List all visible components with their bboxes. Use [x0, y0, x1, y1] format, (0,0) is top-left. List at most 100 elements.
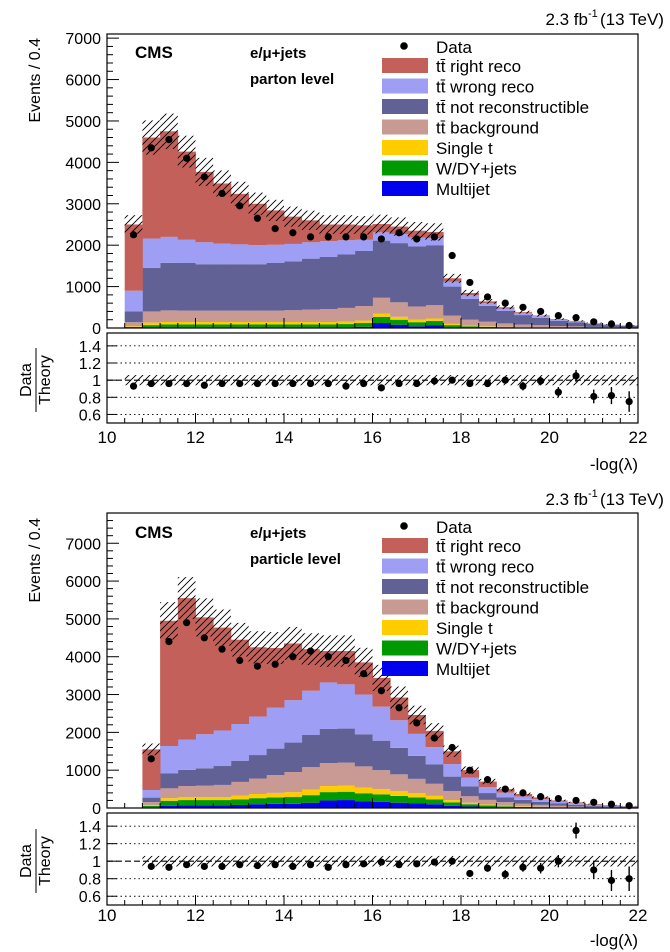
bar-single-t — [478, 326, 497, 327]
bar-w-dy-jets — [177, 324, 196, 328]
bar-w-dy-jets — [230, 324, 249, 328]
data-point — [129, 231, 138, 239]
bar-not-reconstructible — [531, 317, 550, 326]
bar-background — [213, 310, 232, 322]
data-point — [236, 656, 244, 665]
bar-wrong-reco — [354, 239, 373, 251]
bar-not-reconstructible — [230, 264, 249, 311]
x-tick-label: 16 — [363, 428, 382, 447]
bar-right-reco — [124, 224, 143, 291]
bar-w-dy-jets — [142, 805, 161, 808]
bar-multijet — [407, 326, 426, 328]
ratio-y-tick-label: 1 — [92, 854, 101, 871]
bar-right-reco — [478, 781, 497, 788]
ratio-y-tick-label: 1.2 — [79, 837, 101, 854]
ratio-point — [289, 862, 297, 871]
ratio-point — [466, 379, 474, 388]
bar-single-t — [461, 325, 480, 327]
energy-label: (13 TeV) — [600, 10, 664, 29]
data-point — [306, 647, 315, 655]
bar-wrong-reco — [160, 745, 179, 774]
ratio-y-axis: 0.60.811.21.4 — [79, 819, 117, 906]
ratio-point — [572, 826, 580, 835]
bar-multijet — [230, 804, 249, 808]
bar-right-reco — [142, 137, 161, 239]
bar-single-t — [443, 323, 462, 326]
stat-unc-hatch — [372, 214, 391, 234]
bar-background — [213, 784, 232, 798]
stat-unc-hatch — [266, 199, 284, 221]
bar-not-reconstructible — [337, 254, 356, 308]
legend-label-multijet: Multijet — [436, 660, 490, 679]
bar-wrong-reco — [160, 236, 179, 263]
ratio-y-tick-label: 1 — [92, 373, 101, 390]
bar-multijet — [425, 325, 444, 328]
bar-not-reconstructible — [124, 311, 143, 323]
bar-single-t — [301, 789, 320, 796]
data-point — [306, 233, 315, 241]
ratio-point — [590, 866, 598, 874]
y-tick-label: 1000 — [65, 280, 101, 297]
bar-background — [407, 306, 426, 320]
x-axis-label: -log(λ) — [590, 455, 638, 474]
bar-background — [301, 767, 320, 790]
stat-unc-hatch — [461, 289, 479, 297]
bar-not-reconstructible — [425, 245, 444, 306]
stat-unc-hatch — [337, 635, 355, 667]
bar-single-t — [337, 321, 356, 325]
bar-background — [177, 310, 196, 322]
legend-swatch-wrong-reco — [382, 558, 428, 574]
legend-label-wrong-reco: tt̄ wrong reco — [436, 78, 534, 97]
bar-not-reconstructible — [407, 755, 426, 779]
bar-not-reconstructible — [266, 748, 285, 776]
y-tick-label: 6000 — [65, 73, 101, 90]
ratio-point — [129, 382, 138, 390]
bar-single-t — [177, 797, 196, 801]
bar-not-reconstructible — [461, 786, 480, 797]
y-tick-label: 5000 — [65, 612, 101, 629]
bar-background — [390, 302, 409, 317]
stat-unc-hatch — [390, 686, 408, 709]
data-point — [289, 653, 297, 661]
bar-right-reco — [213, 627, 232, 731]
bar-not-reconstructible — [284, 261, 303, 311]
ratio-y-tick-label: 0.8 — [79, 390, 101, 407]
bar-wrong-reco — [407, 733, 426, 756]
bar-not-reconstructible — [142, 267, 161, 312]
bar-background — [372, 297, 391, 314]
stat-unc-hatch — [177, 577, 196, 620]
bar-right-reco — [195, 171, 214, 243]
y-tick-label: 3000 — [65, 688, 101, 705]
bar-wrong-reco — [124, 290, 143, 312]
bar-not-reconstructible — [549, 803, 568, 806]
chart-parton-level: 2.3 fb -1 (13 TeV) 0 1000 2000 3000 4000 5000… — [18, 8, 664, 474]
stat-unc-hatch — [195, 157, 214, 186]
stat-unc-hatch — [230, 622, 249, 657]
bar-not-reconstructible — [160, 262, 179, 311]
bar-wrong-reco — [390, 720, 409, 748]
bar-single-t — [425, 318, 444, 321]
ratio-panel: 0.60.811.21.4 10 12 14 16 18 20 22 Data Theory… — [18, 332, 647, 474]
x-tick-label: 22 — [629, 906, 648, 925]
x-tick-label: 16 — [363, 906, 382, 925]
legend-swatch-right-reco — [382, 538, 428, 553]
legend-label-right-reco: tt̄ right reco — [436, 537, 521, 556]
bar-background — [319, 309, 338, 322]
y-tick-label: 0 — [92, 321, 101, 338]
ratio-y-tick-label: 0.6 — [79, 407, 101, 424]
data-point — [324, 233, 332, 241]
stat-unc-hatch — [390, 217, 408, 236]
stat-unc-hatch — [319, 635, 338, 667]
stat-unc-hatch — [142, 743, 161, 756]
bar-multijet — [390, 802, 409, 808]
bar-w-dy-jets — [248, 324, 267, 328]
bar-not-reconstructible — [354, 250, 373, 307]
legend-label-w-dy-jets: W/DY+jets — [436, 640, 517, 659]
bar-wrong-reco — [142, 790, 161, 798]
legend-swatch-not-reconstructible — [382, 99, 428, 114]
bar-w-dy-jets — [319, 792, 338, 801]
stat-unc-hatch — [195, 598, 214, 637]
cms-label: CMS — [135, 523, 173, 542]
bar-multijet — [354, 801, 373, 808]
